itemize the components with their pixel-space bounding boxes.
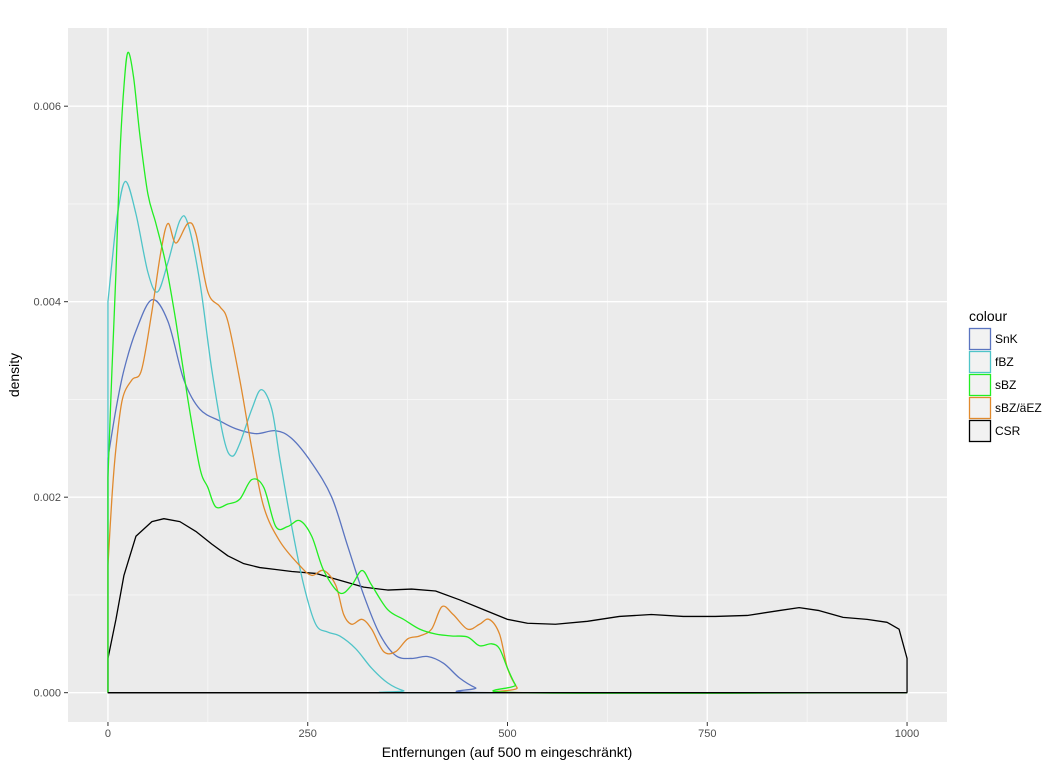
x-axis-title: Entfernungen (auf 500 m eingeschränkt) (382, 744, 633, 760)
series-line-fbz (107, 180, 908, 694)
series-layer (107, 51, 908, 694)
legend-label: sBZ/äEZ (995, 401, 1042, 415)
y-axis: 0.000 0.002 0.004 0.006 (33, 101, 68, 700)
y-tick-label: 0.004 (33, 297, 61, 309)
legend-title: colour (969, 308, 1007, 324)
y-tick-label: 0.002 (33, 492, 61, 504)
series-line-snk (107, 298, 908, 694)
legend-key (968, 396, 992, 420)
grid-major (68, 28, 947, 722)
legend-label: fBZ (995, 355, 1014, 369)
legend-label: CSR (995, 424, 1021, 438)
x-tick-label: 500 (498, 728, 516, 740)
x-tick-label: 750 (698, 728, 716, 740)
legend-label: SnK (995, 332, 1018, 346)
series-line-csr (107, 518, 908, 694)
legend-label: sBZ (995, 378, 1016, 392)
series-line-sbz (107, 51, 908, 694)
x-tick-label: 250 (299, 728, 317, 740)
legend-key (968, 373, 992, 397)
legend-key (968, 327, 992, 351)
x-tick-label: 0 (105, 728, 111, 740)
y-tick-label: 0.006 (33, 101, 61, 113)
y-axis-title: density (6, 353, 22, 397)
y-tick-label: 0.000 (33, 688, 61, 700)
x-axis: 0 250 500 750 1000 (105, 722, 919, 740)
legend-key (968, 350, 992, 374)
x-tick-label: 1000 (895, 728, 919, 740)
legend-key (968, 419, 992, 443)
legend: colour SnK fBZ sBZ sBZ/äEZ CSR (968, 308, 1042, 443)
